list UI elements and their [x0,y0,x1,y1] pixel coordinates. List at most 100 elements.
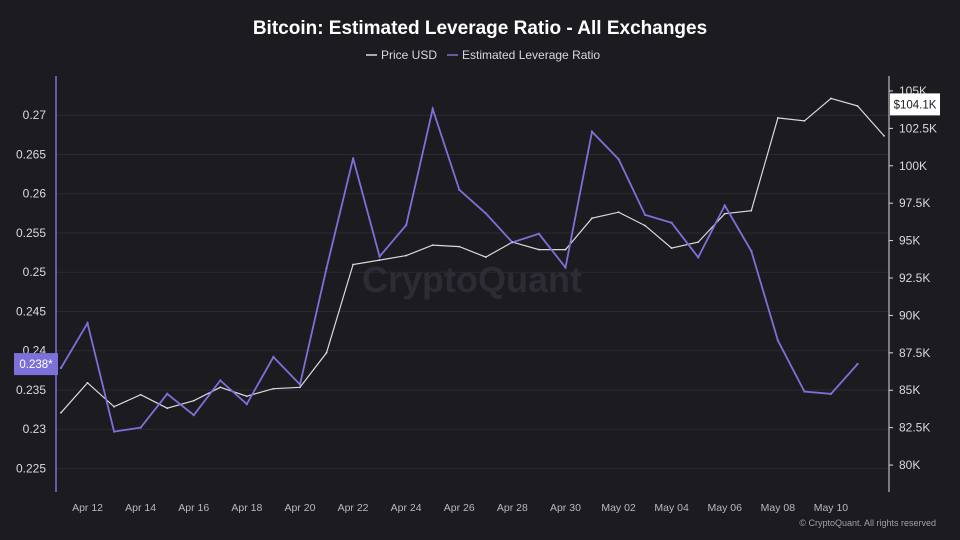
right-badge-background [890,93,940,116]
leverage-point [458,188,461,192]
leverage-point [643,213,647,217]
price-point [405,254,408,257]
price-point [431,244,434,246]
leverage-point [670,221,673,224]
y-right-tick-label: 90K [899,308,920,322]
price-point [776,116,779,119]
x-tick-label: Apr 30 [550,502,581,514]
leverage-point [378,255,381,258]
leverage-point [166,392,169,396]
right-last-value-badge: $104.1K [890,93,940,116]
legend-item-leverage[interactable]: Estimated Leverage Ratio [447,48,600,62]
x-tick-label: Apr 28 [497,502,528,514]
leverage-point [431,107,434,111]
price-point [830,97,832,100]
copyright-note: © CryptoQuant. All rights reserved [799,518,936,528]
leverage-point [404,223,408,227]
price-point [723,212,726,215]
price-point [113,405,115,408]
leverage-point [484,212,487,215]
legend-item-price[interactable]: Price USD [366,48,437,62]
leverage-point [856,362,859,366]
leverage-point [723,204,726,207]
price-point [591,217,593,220]
y-left-tick-label: 0.26 [23,187,47,201]
x-tick-label: Apr 24 [391,502,422,514]
leverage-point [298,383,302,386]
y-right-tick-label: 100K [899,159,927,173]
price-point [219,386,222,389]
y-left-tick-label: 0.23 [23,422,47,436]
y-right-ticks: 80K 82.5K 85K 87.5K 90K 92.5K 95K 97.5K 100K 102.… [889,84,937,472]
y-left-tick-label: 0.25 [23,265,47,279]
x-tick-label: Apr 12 [72,502,103,514]
left-badge-background [14,353,58,376]
watermark: CryptoQuant [362,259,582,300]
x-ticks: Apr 12 Apr 14 Apr 16 Apr 18 Apr 20 Apr 22 Apr … [72,502,848,514]
leverage-point [803,390,806,393]
right-badge-label: $104.1K [894,99,937,111]
leverage-point [245,402,249,406]
x-tick-label: May 08 [761,502,796,514]
y-left-ticks: 0.2250.230.2350.240.2450.250.2550.260.26… [16,108,46,475]
series-points-leverage [59,107,859,433]
chart-title: Bitcoin: Estimated Leverage Ratio - All … [253,18,707,39]
price-point [166,407,169,410]
left-last-value-badge: 0.238* [14,353,58,376]
leverage-point [112,430,116,433]
x-tick-label: May 04 [654,502,689,514]
leverage-point [351,157,355,160]
y-right-tick-label: 80K [899,458,920,472]
leverage-point [617,158,620,161]
price-point [192,399,195,402]
grid-lines [56,114,889,469]
x-tick-label: Apr 14 [125,502,156,514]
y-right-tick-label: 102.5K [899,121,937,135]
price-point [484,256,487,258]
y-right-tick-label: 87.5K [899,346,930,360]
price-point [564,248,567,251]
legend: Price USD Estimated Leverage Ratio [366,48,600,62]
y-right-tick-label: 85K [899,383,920,397]
legend-label-leverage: Estimated Leverage Ratio [462,48,600,62]
leverage-point [829,392,833,396]
leverage-point [537,232,541,235]
y-right-tick-label: 97.5K [899,196,930,210]
x-tick-label: Apr 26 [444,502,475,514]
price-point [272,387,275,390]
leverage-point [192,413,195,417]
price-point [883,134,885,137]
y-right-tick-label: 82.5K [899,421,930,435]
price-point [139,393,142,396]
price-point [644,224,646,227]
leverage-point [590,130,594,133]
x-tick-label: Apr 20 [284,502,315,514]
price-point [245,395,248,398]
legend-label-price: Price USD [381,48,437,62]
leverage-point [697,256,700,259]
leverage-point [776,339,780,342]
x-tick-label: May 10 [814,502,849,514]
price-point [511,241,514,244]
price-point [670,247,673,249]
y-left-tick-label: 0.265 [16,147,46,161]
x-tick-label: Apr 22 [338,502,369,514]
price-point [458,245,461,248]
left-badge-label: 0.238* [19,359,53,371]
leverage-point [219,379,222,382]
y-right-tick-label: 92.5K [899,271,930,285]
series-line-price [60,97,885,414]
y-left-tick-label: 0.27 [23,108,47,122]
price-point [86,381,89,384]
leverage-point [86,322,89,325]
x-tick-label: May 06 [708,502,743,514]
price-point [617,211,620,214]
leverage-point [325,267,328,270]
price-point [750,209,753,212]
price-point [60,411,62,414]
leverage-point [59,366,63,370]
x-tick-label: May 02 [601,502,636,514]
price-point [856,105,859,107]
price-point [352,263,354,266]
